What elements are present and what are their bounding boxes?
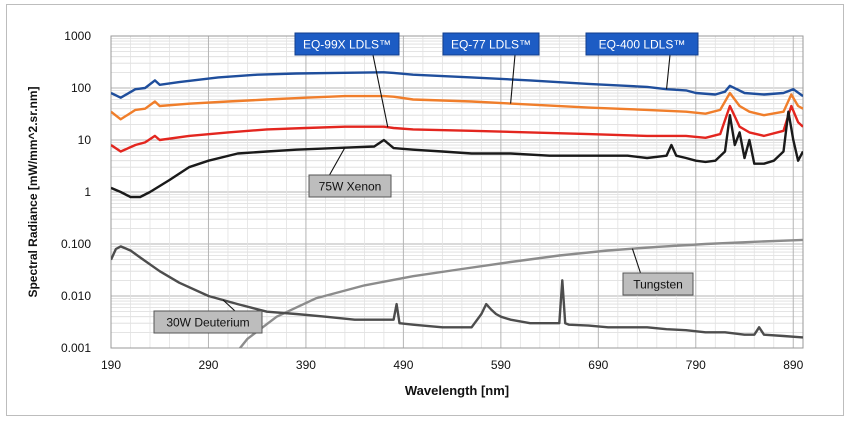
annotation-label: 75W Xenon — [319, 180, 382, 194]
series-line-75w-xenon — [111, 110, 803, 199]
x-tick-label: 490 — [393, 358, 413, 372]
annotation-leader-line — [510, 54, 516, 104]
x-tick-label: 290 — [198, 358, 218, 372]
x-tick-label: 690 — [588, 358, 608, 372]
annotation-box — [442, 32, 540, 56]
y-tick-label: 1000 — [64, 29, 91, 43]
tick-labels: 190 290 390 490 590 690 790 890 0.001 0.010 0.100 1… — [61, 29, 804, 372]
annotation-label: EQ-77 LDLS™ — [451, 38, 531, 52]
chart-frame: 190 290 390 490 590 690 790 890 0.001 0.010 0.100 1… — [6, 4, 844, 416]
grid — [111, 35, 803, 349]
annotation-leader-line — [666, 54, 671, 90]
series-line-eq-77-ldls — [111, 91, 803, 121]
annotation-label: Tungsten — [633, 278, 683, 292]
annotations: EQ-99X LDLS™ EQ-77 LDLS™ EQ-400 LDLS™ 75W X… — [153, 32, 699, 334]
annotation-leader-line — [631, 248, 642, 274]
y-tick-label: 0.100 — [61, 237, 91, 251]
annotation-box — [294, 32, 400, 56]
y-tick-label: 0.001 — [61, 341, 91, 355]
x-tick-label: 790 — [686, 358, 706, 372]
annotation-label: 30W Deuterium — [166, 316, 249, 330]
annotation-label: EQ-400 LDLS™ — [599, 38, 686, 52]
annotation-leader-line — [222, 299, 236, 312]
x-tick-label: 390 — [296, 358, 316, 372]
x-tick-label: 190 — [101, 358, 121, 372]
annotation-box — [622, 272, 694, 296]
spectral-radiance-chart: 190 290 390 490 590 690 790 890 0.001 0.010 0.100 1… — [26, 29, 804, 398]
y-tick-label: 100 — [71, 81, 91, 95]
y-axis-label: Spectral Radiance [mW/mm^2.sr.nm] — [26, 86, 40, 297]
series-line-eq-400-ldls — [111, 71, 803, 99]
x-tick-label: 590 — [491, 358, 511, 372]
annotation-leader-line — [329, 147, 346, 176]
y-tick-label: 10 — [78, 133, 92, 147]
y-tick-label: 1 — [84, 185, 91, 199]
x-axis-label: Wavelength [nm] — [405, 383, 509, 398]
series-layer — [111, 71, 803, 348]
annotation-label: EQ-99X LDLS™ — [303, 38, 391, 52]
annotation-box — [585, 32, 699, 56]
series-line-eq-99x-ldls — [111, 104, 803, 153]
y-tick-label: 0.010 — [61, 289, 91, 303]
annotation-box — [153, 310, 263, 334]
annotation-leader-line — [372, 54, 389, 128]
x-tick-label: 890 — [783, 358, 803, 372]
annotation-box — [308, 174, 392, 198]
